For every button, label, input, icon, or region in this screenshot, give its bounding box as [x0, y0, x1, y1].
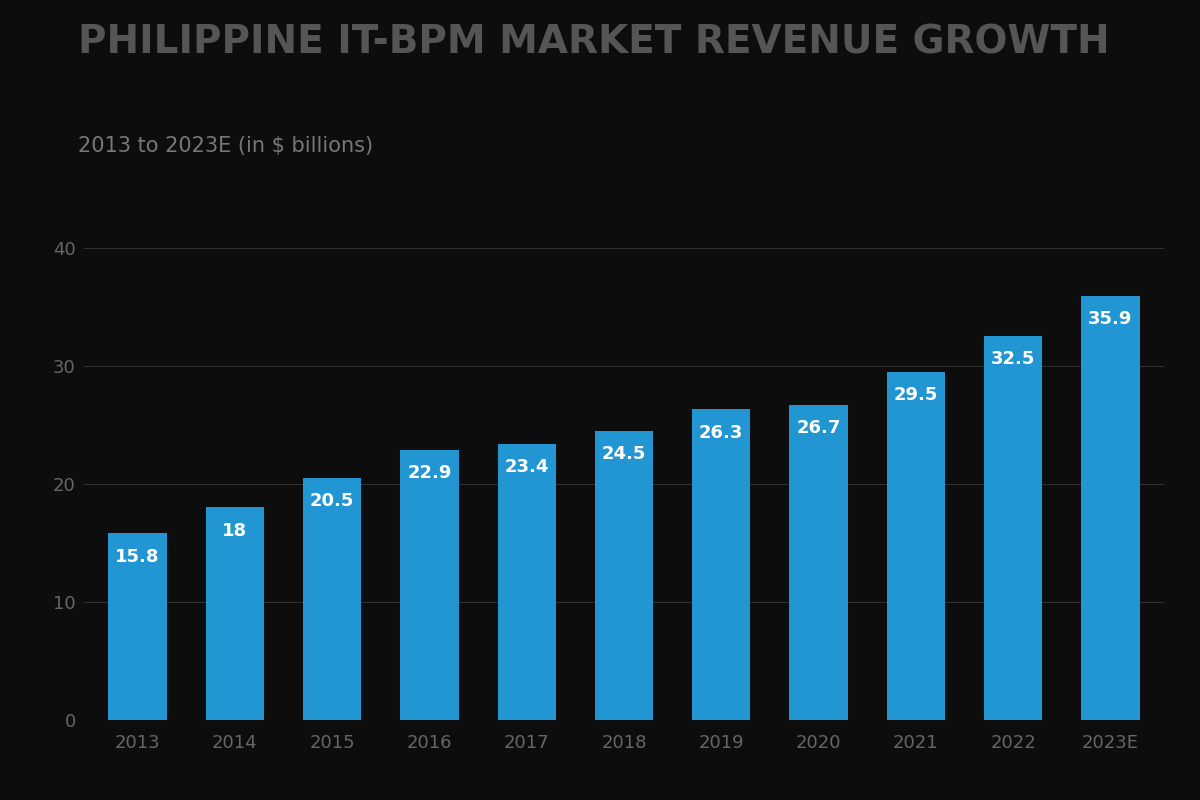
Text: 22.9: 22.9 — [407, 464, 451, 482]
Text: 29.5: 29.5 — [894, 386, 938, 404]
Text: 35.9: 35.9 — [1088, 310, 1133, 328]
Text: PHILIPPINE IT-BPM MARKET REVENUE GROWTH: PHILIPPINE IT-BPM MARKET REVENUE GROWTH — [78, 24, 1110, 62]
Text: 2013 to 2023E (in $ billions): 2013 to 2023E (in $ billions) — [78, 136, 373, 156]
Text: 18: 18 — [222, 522, 247, 540]
Text: 26.7: 26.7 — [797, 419, 841, 437]
Bar — [401, 450, 458, 720]
Text: 15.8: 15.8 — [115, 547, 160, 566]
Text: 24.5: 24.5 — [602, 445, 646, 463]
Bar — [595, 430, 653, 720]
Text: 26.3: 26.3 — [700, 423, 744, 442]
Text: 23.4: 23.4 — [504, 458, 548, 476]
Bar — [108, 534, 167, 720]
Bar — [790, 405, 847, 720]
Bar — [984, 336, 1043, 720]
Bar — [302, 478, 361, 720]
Text: 32.5: 32.5 — [991, 350, 1036, 368]
Text: 20.5: 20.5 — [310, 492, 354, 510]
Bar — [1081, 296, 1140, 720]
Bar — [692, 410, 750, 720]
Bar — [205, 507, 264, 720]
Bar — [887, 372, 946, 720]
Bar — [498, 444, 556, 720]
